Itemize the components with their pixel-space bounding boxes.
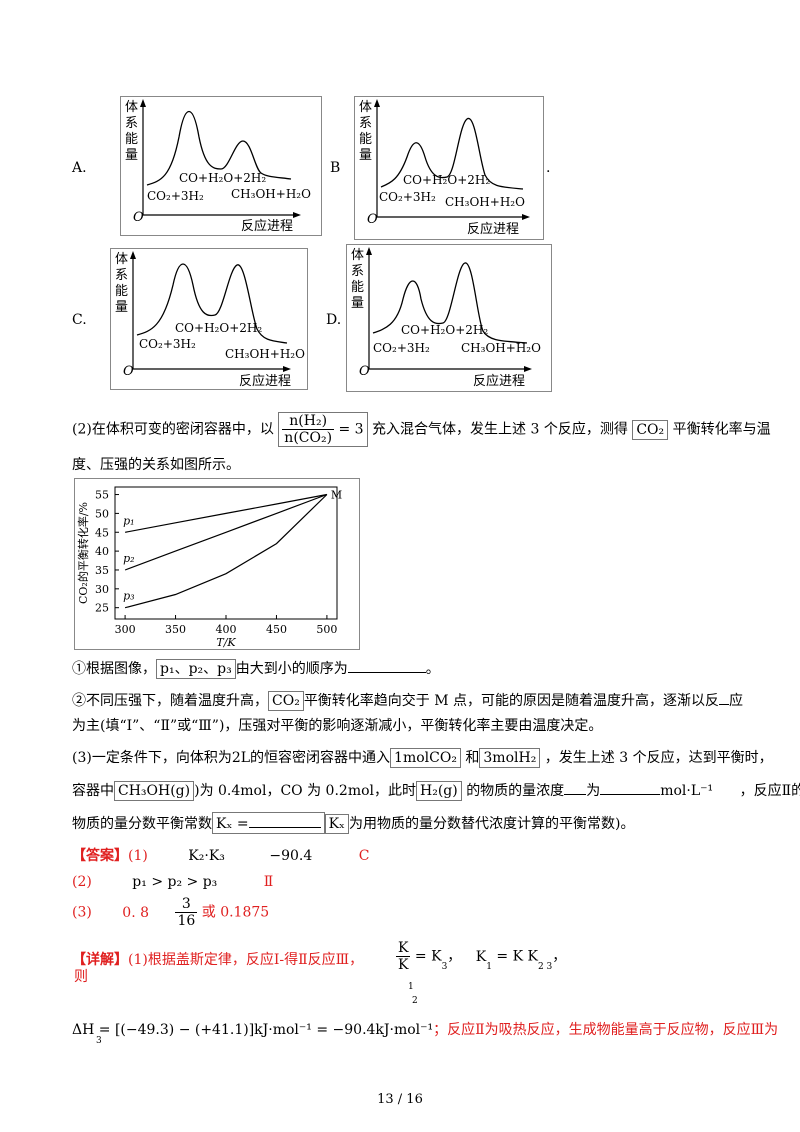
svg-text:能: 能 [351, 280, 364, 295]
y-tick-label: 50 [95, 507, 109, 520]
option-a-figure: 体 系 能 量 O CO+H₂O+2H₂ CO₂+3H₂ CH₃OH+H₂O 反… [120, 96, 322, 236]
origin-label: O [133, 210, 144, 225]
svg-text:O: O [359, 364, 370, 379]
detail-then: 则 [74, 969, 88, 985]
option-b-figure: 体 系 能 量 O CO+H₂O+2H₂ CO₂+3H₂ CH₃OH+H₂O 反… [354, 96, 544, 240]
answer-row2: (2) p₁ > p₂ > p₃ Ⅱ [72, 874, 274, 890]
svg-text:O: O [367, 212, 378, 227]
svg-text:反应进程: 反应进程 [467, 221, 519, 237]
svg-text:CO+H₂O+2H₂: CO+H₂O+2H₂ [401, 323, 488, 337]
q2-line2: 度、压强的关系如图所示。 [72, 457, 240, 473]
q2-item2-line2: 为主(填“Ⅰ”、“Ⅱ”或“Ⅲ”)，压强对平衡的影响逐渐减小，平衡转化率主要由温度… [72, 718, 603, 734]
y-axis-label: CO₂的平衡转化率/% [76, 502, 90, 604]
x-axis-label: T/K [216, 636, 236, 649]
svg-text:O: O [123, 364, 134, 379]
y-tick-label: 30 [95, 583, 109, 596]
option-b-label: B [330, 160, 341, 176]
page-number: 13 / 16 [377, 1092, 423, 1107]
svg-text:反应进程: 反应进程 [473, 373, 525, 389]
svg-text:反应进程: 反应进程 [239, 373, 291, 389]
svg-text:能: 能 [115, 284, 128, 299]
svg-text:系: 系 [351, 264, 364, 279]
x-tick-label: 350 [165, 623, 186, 636]
series-label-1: p₁ [123, 514, 134, 527]
svg-text:CO₂+3H₂: CO₂+3H₂ [139, 337, 196, 351]
x-tick-label: 450 [266, 623, 287, 636]
y-label-3: 能 [125, 132, 138, 147]
svg-text:CH₃OH+H₂O: CH₃OH+H₂O [461, 341, 541, 355]
detail-dh-line: ΔH = [(−49.3) − (+41.1)]kJ·mol⁻¹ = −90.4… [72, 1022, 779, 1038]
conversion-chart-svg: 25 30 35 40 45 50 55 300 350 400 450 500 T/K CO₂的平衡转化… [76, 486, 342, 649]
x-axis-label: 反应进程 [241, 218, 293, 234]
q2-item1: ①根据图像， p₁、p₂、p₃ 由大到小的顺序为。 [72, 658, 440, 679]
option-b-trail: . [546, 160, 551, 176]
q3-line2: 容器中 CH₃OH(g))为 0.4mol，CO 为 0.2mol，此时 H₂(g)… [72, 780, 800, 801]
svg-text:CH₃OH+H₂O: CH₃OH+H₂O [445, 195, 525, 209]
svg-text:系: 系 [359, 116, 372, 131]
option-a-label: A. [72, 160, 87, 176]
series-label-2: p₂ [123, 552, 134, 565]
q3-line3: 物质的量分数平衡常数 Kₓ = Kₓ 为用物质的量分数替代浓度计算的平衡常数)。 [72, 812, 634, 834]
option-d-label: D. [326, 312, 342, 328]
species-right: CH₃OH+H₂O [231, 187, 311, 201]
svg-text:CH₃OH+H₂O: CH₃OH+H₂O [225, 347, 305, 361]
species-left: CO₂+3H₂ [147, 189, 204, 203]
svg-text:体: 体 [351, 248, 364, 263]
y-label-4: 量 [125, 148, 138, 163]
svg-text:CO+H₂O+2H₂: CO+H₂O+2H₂ [175, 321, 262, 335]
y-tick-label: 35 [95, 564, 109, 577]
q2-line1: (2)在体积可变的密闭容器中，以 n(H₂) n(CO₂) = 3 充入混合气体，… [72, 412, 771, 447]
series-line-2 [124, 493, 328, 571]
series-label-3: p₃ [123, 590, 134, 603]
species-mid: CO+H₂O+2H₂ [179, 171, 266, 185]
x-tick-label: 300 [115, 623, 136, 636]
answer-row3: (3) 0. 8 3 16 或 0.1875 [72, 896, 270, 929]
y-tick-label: 25 [95, 602, 109, 615]
q3-line1: (3)一定条件下，向体积为2L的恒容密闭容器中通入 1molCO₂ 和 3molH₂… [72, 748, 773, 768]
plot-frame [114, 486, 338, 620]
svg-text:量: 量 [115, 300, 128, 315]
series-line-1 [124, 493, 328, 533]
option-c-label: C. [72, 312, 87, 328]
svg-text:CO₂+3H₂: CO₂+3H₂ [379, 190, 436, 204]
svg-text:体: 体 [115, 252, 128, 267]
x-tick-label: 400 [216, 623, 237, 636]
x-tick-label: 500 [316, 623, 337, 636]
svg-text:量: 量 [351, 296, 364, 311]
answer-row1: 【答案】(1) K₂·K₃ −90.4 C [72, 848, 370, 864]
y-tick-label: 45 [95, 526, 109, 539]
detail-line1: 【详解】(1)根据盖斯定律，反应Ⅰ-得Ⅱ反应Ⅲ， [72, 952, 364, 968]
svg-text:CO+H₂O+2H₂: CO+H₂O+2H₂ [403, 173, 490, 187]
q2-item2: ②不同压强下，随着温度升高， CO₂ 平衡转化率趋向交于 M 点，可能的原因是随着温… [72, 690, 743, 711]
point-m-label: M [331, 489, 342, 502]
svg-text:能: 能 [359, 132, 372, 147]
option-c-figure: 体 系 能 量 O CO+H₂O+2H₂ CO₂+3H₂ CH₃OH+H₂O 反… [110, 248, 308, 390]
svg-text:量: 量 [359, 148, 372, 163]
y-label-1: 体 [125, 100, 138, 115]
y-label-2: 系 [125, 116, 138, 131]
svg-text:系: 系 [115, 268, 128, 283]
option-d-figure: 体 系 能 量 O CO+H₂O+2H₂ CO₂+3H₂ CH₃OH+H₂O 反… [346, 244, 552, 392]
y-tick-label: 55 [95, 489, 109, 502]
series-line-3 [124, 494, 328, 609]
svg-text:CO₂+3H₂: CO₂+3H₂ [373, 341, 430, 355]
conversion-chart: 25 30 35 40 45 50 55 300 350 400 450 500 T/K CO₂的平衡转化… [74, 478, 360, 650]
svg-text:体: 体 [359, 100, 372, 115]
y-tick-label: 40 [95, 545, 109, 558]
